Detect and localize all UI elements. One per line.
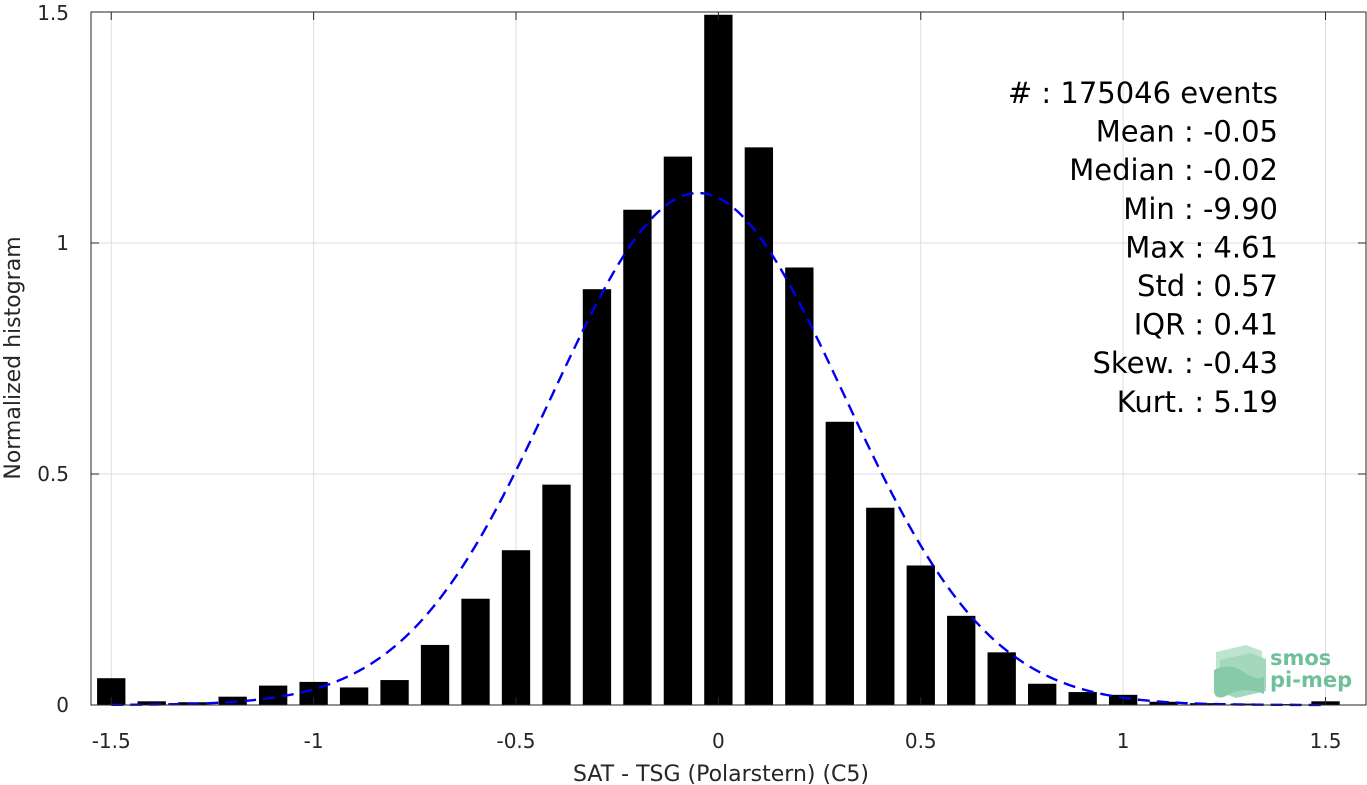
x-tick-label: -0.5: [496, 729, 535, 753]
histogram-bar: [744, 147, 774, 706]
x-tick-label: -1: [304, 729, 324, 753]
histogram-bar: [866, 507, 895, 705]
histogram-bar: [461, 598, 490, 705]
x-axis-ticks: -1.5 -1 -0.5 0 0.5 1 1.5: [92, 12, 1342, 753]
x-tick-label: 0.5: [905, 729, 937, 753]
stats-line: Mean : -0.05: [1096, 115, 1278, 149]
smos-pi-mep-logo: smos pi-mep: [1214, 645, 1352, 698]
x-axis-label: SAT - TSG (Polarstern) (C5): [573, 762, 869, 785]
stats-line: Median : -0.02: [1069, 153, 1278, 187]
x-tick-label: 1.5: [1310, 729, 1342, 753]
histogram-bar: [380, 680, 409, 705]
histogram-bar: [623, 209, 652, 705]
histogram-bar: [1149, 701, 1178, 705]
histogram-bar: [420, 644, 450, 705]
stats-line: Std : 0.57: [1137, 269, 1278, 303]
y-tick-label: 1: [56, 231, 69, 255]
histogram-bar: [825, 421, 854, 705]
stats-line: IQR : 0.41: [1134, 308, 1278, 342]
x-tick-label: 0: [712, 729, 725, 753]
stats-box: # : 175046 events Mean : -0.05 Median : -0…: [1008, 76, 1278, 419]
histogram-bar: [947, 615, 976, 705]
y-axis-label: Normalized histogram: [1, 236, 26, 479]
histogram-bar: [1028, 683, 1057, 705]
histogram-bar: [501, 550, 531, 705]
histogram-bar: [663, 156, 693, 705]
stats-line: # : 175046 events: [1008, 76, 1278, 110]
histogram-bar: [906, 565, 935, 705]
histogram-bar: [339, 687, 369, 705]
histogram-bar: [137, 701, 166, 705]
y-tick-label: 0: [56, 693, 69, 717]
x-tick-label: 1: [1117, 729, 1130, 753]
histogram-bar: [258, 685, 288, 705]
y-tick-label: 1.5: [37, 1, 69, 25]
stats-line: Min : -9.90: [1123, 192, 1278, 226]
logo-line1: smos: [1270, 646, 1331, 670]
histogram-bar: [582, 289, 612, 705]
stats-line: Skew. : -0.43: [1092, 346, 1278, 380]
histogram-bar: [1068, 692, 1097, 705]
x-tick-label: -1.5: [92, 729, 131, 753]
y-axis-ticks: 0 0.5 1 1.5: [37, 1, 1366, 717]
histogram-bar: [542, 484, 571, 705]
histogram-bar: [704, 14, 733, 706]
layered-wave-icon: [1214, 645, 1266, 698]
plot-frame: [90, 11, 1367, 706]
stats-line: Max : 4.61: [1125, 230, 1278, 264]
stats-line: Kurt. : 5.19: [1117, 385, 1278, 419]
y-tick-label: 0.5: [37, 462, 69, 486]
logo-line2: pi-mep: [1270, 668, 1352, 692]
histogram-bar: [987, 652, 1016, 705]
histogram-bar: [785, 267, 814, 705]
